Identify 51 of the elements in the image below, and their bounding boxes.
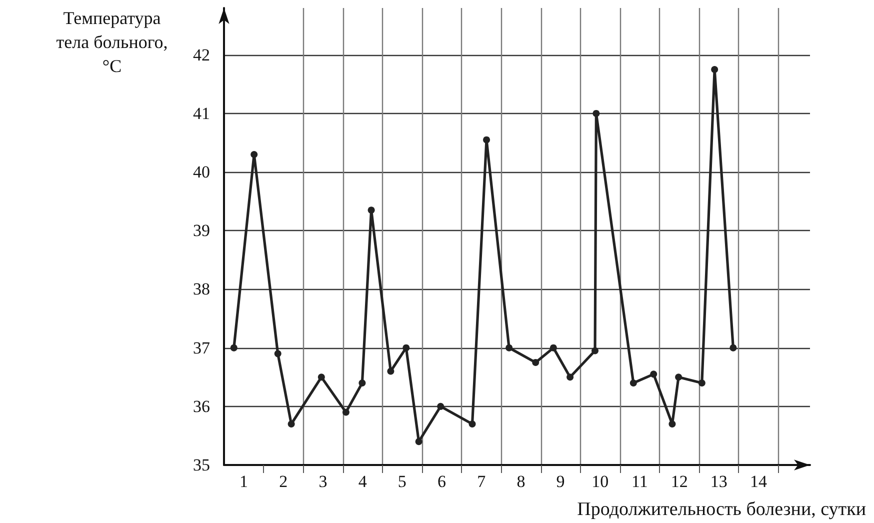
point	[437, 402, 444, 410]
y-tick-label: 36	[193, 396, 210, 416]
x-tick-label: 7	[477, 472, 486, 491]
point	[532, 358, 540, 366]
point	[468, 420, 476, 428]
point	[288, 420, 295, 428]
point	[250, 150, 258, 158]
x-tick-label: 6	[438, 472, 446, 491]
x-tick-label: 4	[358, 472, 368, 491]
point	[698, 379, 706, 386]
x-tick-label: 11	[632, 472, 648, 491]
y-tick-label: 38	[193, 280, 210, 299]
point	[566, 374, 574, 381]
point	[483, 136, 490, 144]
y-tick-label: 39	[193, 221, 210, 240]
point	[592, 347, 598, 354]
x-tick-label: 12	[670, 472, 688, 491]
point	[402, 344, 410, 352]
x-axis-title: Продолжительность болезни, сутки	[577, 499, 866, 520]
x-tick-label: 13	[710, 472, 728, 491]
point	[650, 370, 658, 378]
x-tick-label: 5	[398, 472, 406, 491]
point	[630, 379, 637, 386]
point	[387, 368, 394, 375]
x-tick-label: 14	[750, 472, 768, 491]
point	[368, 206, 375, 214]
point	[415, 438, 422, 446]
y-tick-label: 41	[193, 104, 210, 123]
x-tick-label: 1	[240, 472, 248, 491]
point	[358, 379, 366, 386]
y-tick-label: 35	[193, 456, 210, 474]
y-tick-label: 37	[193, 338, 210, 358]
point	[506, 344, 513, 352]
point	[675, 374, 682, 381]
y-tick-label: 42	[193, 45, 210, 64]
point	[592, 110, 600, 117]
point	[730, 344, 737, 352]
point	[230, 344, 238, 352]
point	[550, 344, 557, 352]
point	[711, 66, 718, 74]
point	[668, 420, 676, 428]
x-tick-label: 9	[556, 472, 565, 491]
x-tick-label: 10	[592, 472, 609, 491]
x-tick-label: 2	[279, 472, 288, 491]
y-tick-label: 40	[193, 162, 210, 182]
point	[342, 408, 350, 416]
point	[318, 374, 325, 381]
x-tick-label: 3	[318, 472, 328, 491]
x-tick-label: 8	[516, 472, 526, 491]
point	[274, 350, 282, 358]
y-axis-title: Температура тела больного, °C	[56, 8, 168, 76]
